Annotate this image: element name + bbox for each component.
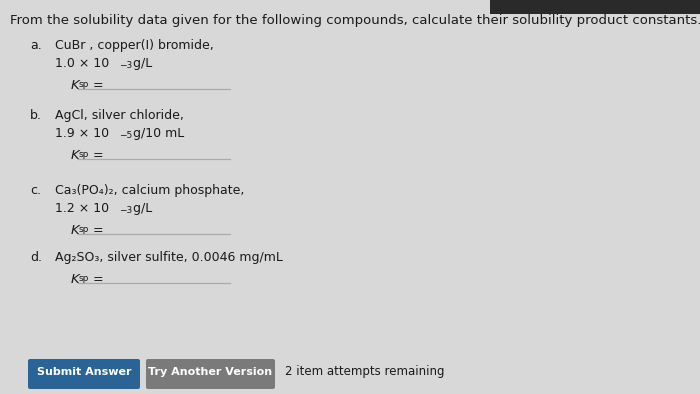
Text: g/L: g/L xyxy=(129,202,153,215)
Text: a.: a. xyxy=(30,39,42,52)
Text: From the solubility data given for the following compounds, calculate their solu: From the solubility data given for the f… xyxy=(10,14,700,27)
FancyBboxPatch shape xyxy=(28,359,140,389)
Text: Ca₃(PO₄)₂, calcium phosphate,: Ca₃(PO₄)₂, calcium phosphate, xyxy=(55,184,244,197)
Text: =: = xyxy=(89,79,104,92)
Text: 1.9 × 10: 1.9 × 10 xyxy=(55,127,109,140)
Text: Ag₂SO₃, silver sulfite, 0.0046 mg/mL: Ag₂SO₃, silver sulfite, 0.0046 mg/mL xyxy=(55,251,283,264)
Text: =: = xyxy=(89,149,104,162)
Text: 1.0 × 10: 1.0 × 10 xyxy=(55,57,109,70)
Text: Try Another Version: Try Another Version xyxy=(148,367,272,377)
Text: c.: c. xyxy=(30,184,41,197)
Text: =: = xyxy=(89,224,104,237)
Text: −3: −3 xyxy=(119,61,132,70)
Text: sp: sp xyxy=(79,274,90,283)
Text: 1.2 × 10: 1.2 × 10 xyxy=(55,202,109,215)
Text: =: = xyxy=(89,273,104,286)
Text: b.: b. xyxy=(30,109,42,122)
Text: sp: sp xyxy=(79,80,90,89)
Text: Submit Answer: Submit Answer xyxy=(36,367,132,377)
Text: sp: sp xyxy=(79,225,90,234)
Text: g/L: g/L xyxy=(129,57,153,70)
Text: sp: sp xyxy=(79,150,90,159)
Text: −3: −3 xyxy=(119,206,132,215)
FancyBboxPatch shape xyxy=(146,359,275,389)
Text: $K$: $K$ xyxy=(70,149,82,162)
Text: $K$: $K$ xyxy=(70,224,82,237)
Text: $K$: $K$ xyxy=(70,79,82,92)
Text: g/10 mL: g/10 mL xyxy=(129,127,184,140)
Text: AgCl, silver chloride,: AgCl, silver chloride, xyxy=(55,109,184,122)
Text: $K$: $K$ xyxy=(70,273,82,286)
Text: −5: −5 xyxy=(119,131,132,140)
FancyBboxPatch shape xyxy=(490,0,700,14)
Text: CuBr , copper(I) bromide,: CuBr , copper(I) bromide, xyxy=(55,39,214,52)
Text: 2 item attempts remaining: 2 item attempts remaining xyxy=(285,366,444,379)
Text: d.: d. xyxy=(30,251,42,264)
